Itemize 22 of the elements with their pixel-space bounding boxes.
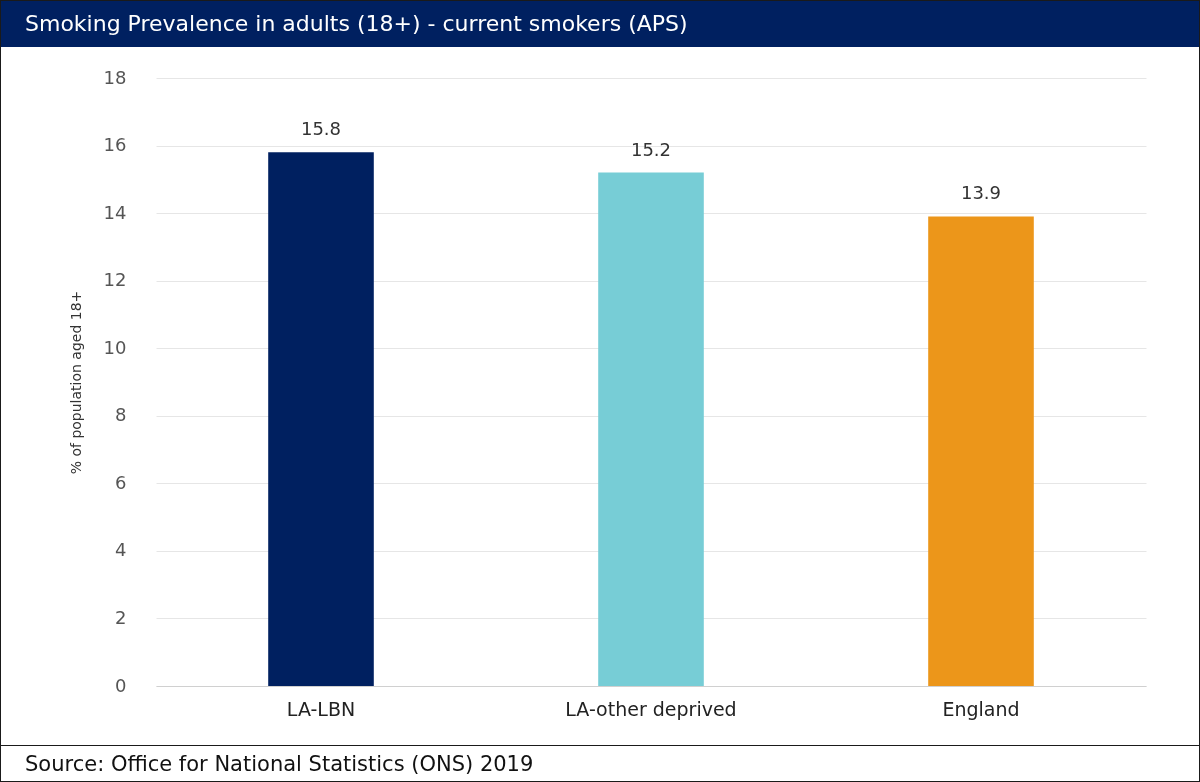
bar	[598, 172, 704, 686]
bar	[268, 152, 374, 686]
source-note: Source: Office for National Statistics (ONS) 2019	[1, 745, 1199, 782]
x-tick-label: LA-other deprived	[565, 697, 737, 720]
x-tick-label: LA-LBN	[286, 697, 356, 720]
y-tick-label: 4	[115, 539, 127, 561]
bar	[928, 216, 1034, 686]
x-tick-label: England	[942, 697, 1020, 720]
y-tick-label: 16	[103, 134, 127, 156]
data-label: 13.9	[960, 182, 1002, 204]
data-label: 15.8	[300, 118, 342, 140]
y-tick-label: 2	[115, 606, 127, 628]
y-tick-label: 10	[103, 336, 127, 358]
y-tick-label: 6	[115, 471, 127, 493]
y-tick-label: 0	[115, 674, 127, 696]
y-tick-label: 12	[103, 269, 127, 291]
chart-title: Smoking Prevalence in adults (18+) - current smokers (APS)	[1, 1, 1199, 47]
y-tick-label: 8	[115, 404, 127, 426]
y-axis-title: % of population aged 18+	[67, 290, 84, 475]
data-label: 15.2	[630, 138, 672, 160]
y-tick-label: 14	[103, 201, 127, 223]
y-tick-label: 18	[103, 66, 127, 88]
